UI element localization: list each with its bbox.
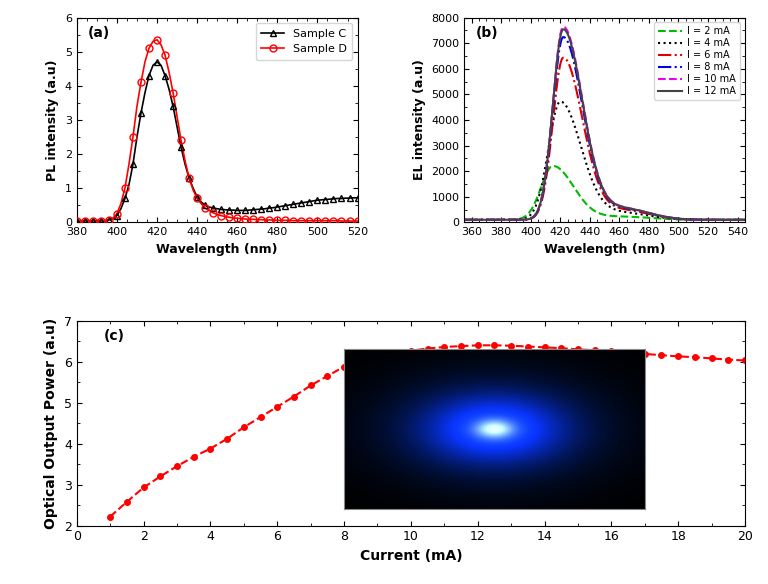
I = 8 mA [733,216,742,223]
I = 8 mA [559,33,568,40]
Line: I = 2 mA: I = 2 mA [464,166,745,220]
Y-axis label: Optical Output Power (a.u): Optical Output Power (a.u) [45,318,58,529]
I = 4 mA [680,216,690,223]
I = 2 mA [680,216,690,223]
I = 12 mA [732,216,741,223]
I = 6 mA [459,216,468,223]
I = 4 mA [740,216,750,223]
Line: I = 4 mA: I = 4 mA [464,102,745,220]
I = 2 mA [740,216,750,223]
I = 6 mA [680,215,690,223]
Line: I = 6 mA: I = 6 mA [464,58,745,220]
Legend: Sample C, Sample D: Sample C, Sample D [256,23,352,60]
I = 10 mA [680,215,690,223]
I = 12 mA [740,216,750,223]
I = 8 mA [589,158,598,165]
I = 10 mA [733,216,742,223]
I = 10 mA [596,180,605,187]
Line: I = 8 mA: I = 8 mA [464,37,745,220]
Line: I = 12 mA: I = 12 mA [464,29,745,220]
I = 2 mA [596,210,605,217]
I = 12 mA [559,26,568,33]
I = 12 mA [459,216,468,223]
Text: (b): (b) [475,26,498,40]
I = 2 mA [589,207,598,214]
I = 12 mA [680,215,690,223]
I = 10 mA [589,154,598,161]
I = 10 mA [559,23,568,30]
Y-axis label: PL intensity (a.u): PL intensity (a.u) [46,59,59,180]
I = 2 mA [459,216,468,223]
I = 4 mA [556,98,565,105]
I = 8 mA [596,182,605,189]
I = 4 mA [459,216,468,223]
I = 10 mA [474,216,483,223]
X-axis label: Wavelength (nm): Wavelength (nm) [544,243,665,256]
I = 2 mA [733,216,742,223]
X-axis label: Current (mA): Current (mA) [359,549,462,563]
Line: I = 10 mA: I = 10 mA [464,27,745,220]
I = 8 mA [680,215,690,223]
I = 6 mA [596,186,605,193]
I = 12 mA [589,155,598,162]
I = 10 mA [459,216,468,223]
X-axis label: Wavelength (nm): Wavelength (nm) [157,243,278,256]
I = 10 mA [740,216,750,223]
I = 2 mA [548,162,558,169]
Y-axis label: EL intensity (a.u): EL intensity (a.u) [412,60,425,180]
I = 8 mA [740,216,750,223]
Text: (c): (c) [104,329,124,343]
I = 2 mA [474,216,483,223]
I = 4 mA [733,216,742,223]
I = 8 mA [732,216,741,223]
Text: (a): (a) [88,26,111,40]
I = 12 mA [474,216,483,223]
I = 6 mA [589,164,598,171]
I = 6 mA [732,216,741,223]
I = 8 mA [474,216,483,223]
I = 4 mA [474,216,483,223]
Legend: I = 2 mA, I = 4 mA, I = 6 mA, I = 8 mA, I = 10 mA, I = 12 mA: I = 2 mA, I = 4 mA, I = 6 mA, I = 8 mA, … [654,22,740,100]
I = 6 mA [559,54,568,61]
I = 4 mA [732,216,741,223]
I = 4 mA [596,194,605,201]
I = 6 mA [740,216,750,223]
I = 8 mA [459,216,468,223]
I = 6 mA [474,216,483,223]
I = 6 mA [733,216,742,223]
I = 4 mA [589,180,598,187]
I = 12 mA [733,216,742,223]
I = 10 mA [732,216,741,223]
I = 2 mA [732,216,741,223]
I = 12 mA [596,180,605,187]
